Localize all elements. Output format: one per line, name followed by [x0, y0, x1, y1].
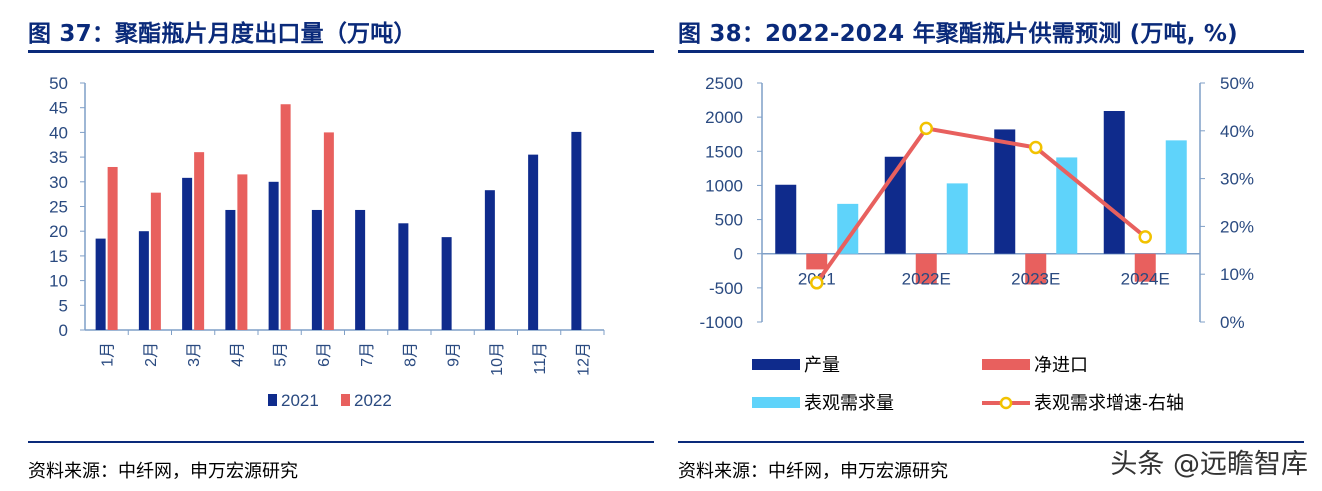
legend-label-产量: 产量	[804, 355, 840, 375]
bar-2021-7月	[355, 209, 366, 330]
right-chart-y-tick-label: 500	[715, 211, 743, 230]
bar-产量-2021	[775, 184, 797, 254]
bar-2021-1月	[95, 238, 106, 330]
left-x-tick-label: 7月	[359, 342, 376, 367]
right-chart-x-tick-label: 2023E	[1011, 270, 1060, 289]
growth-marker-2022E	[919, 121, 933, 136]
right-chart-y-tick-label: 2500	[705, 74, 743, 93]
left-x-tick-label: 12月	[575, 342, 592, 376]
left-y-tick-label: 45	[49, 99, 68, 118]
bar-2021-4月	[225, 209, 236, 330]
right-title-rule	[678, 50, 1304, 53]
left-x-tick-label: 2月	[143, 342, 160, 367]
left-x-tick-label: 10月	[489, 342, 506, 376]
bar-2021-6月	[311, 209, 322, 330]
right-bottom-rule	[678, 441, 1304, 443]
left-y-tick-label: 40	[49, 123, 68, 142]
bar-2021-12月	[571, 131, 582, 330]
bar-2021-3月	[182, 177, 193, 330]
left-x-tick-label: 4月	[229, 342, 246, 367]
left-source-note: 资料来源：中纤网，申万宏源研究	[28, 461, 298, 482]
left-chart-title: 图 37：聚酯瓶片月度出口量（万吨）	[28, 21, 417, 47]
bar-净进口-2023E	[1025, 253, 1047, 285]
legend-swatch-表观需求量	[752, 397, 800, 408]
bar-2022-6月	[323, 132, 334, 330]
right-chart-y-tick-label: 1000	[705, 176, 743, 195]
left-x-tick-label: 11月	[532, 342, 549, 375]
left-panel: 图 37：聚酯瓶片月度出口量（万吨） 0 5 10 15 20 25 30 35 40 45 50 1…	[0, 0, 660, 491]
right-panel: 图 38：2022-2024 年聚酯瓶片供需预测 (万吨, %) -1000 -5…	[672, 0, 1322, 491]
right-chart-y2-tick-label: 0%	[1220, 313, 1245, 332]
left-y-tick-label: 5	[59, 296, 68, 315]
bar-2021-8月	[398, 223, 409, 330]
right-chart-y-tick-label: -500	[709, 279, 743, 298]
right-chart-y-tick-label: 1500	[705, 142, 743, 161]
left-y-tick-label: 15	[49, 247, 68, 266]
bar-2022-4月	[237, 174, 248, 330]
legend-swatch-产量	[752, 359, 800, 370]
bar-2022-3月	[194, 152, 205, 330]
bar-净进口-2024E	[1134, 253, 1156, 282]
supply-demand-forecast-chart: -1000 -500 0 500 1000 1500 2000 2500 0% 10% 20% 30%…	[700, 74, 1255, 413]
right-chart-title: 图 38：2022-2024 年聚酯瓶片供需预测 (万吨, %)	[678, 21, 1238, 47]
left-y-tick-label: 20	[49, 222, 68, 241]
left-title-rule	[28, 50, 654, 53]
right-chart-x-tick-label: 2024E	[1121, 270, 1170, 289]
legend-swatch-净进口	[982, 359, 1030, 370]
growth-marker-2024E	[1138, 230, 1152, 244]
bar-净进口-2022E	[915, 253, 937, 284]
right-chart-x-tick-label: 2022E	[902, 270, 951, 289]
left-y-tick-label: 50	[49, 74, 68, 93]
left-x-tick-label: 3月	[186, 342, 203, 367]
right-chart-y2-tick-label: 40%	[1220, 122, 1254, 141]
bar-2021-10月	[484, 190, 495, 330]
monthly-export-chart: 0 5 10 15 20 25 30 35 40 45 50 1月 2月 3月 4月 5月 6月 7月 8月 9月 10…	[49, 74, 605, 410]
left-y-tick-label: 0	[59, 321, 68, 340]
left-x-tick-label: 6月	[316, 342, 333, 367]
legend-label-2022: 2022	[354, 391, 392, 410]
bar-2021-11月	[528, 154, 539, 330]
bar-表观需求量-2021	[837, 203, 859, 254]
growth-line	[815, 126, 1147, 284]
bar-产量-2024E	[1103, 110, 1125, 254]
left-y-tick-label: 30	[49, 173, 68, 192]
bar-2022-2月	[150, 192, 161, 330]
legend-swatch-marker	[999, 396, 1013, 410]
legend-label-表观需求增速-右轴: 表观需求增速-右轴	[1034, 393, 1184, 413]
bar-表观需求量-2024E	[1165, 140, 1187, 254]
bar-2021-9月	[441, 237, 452, 330]
legend-label-2021: 2021	[281, 391, 319, 410]
bar-表观需求量-2023E	[1056, 157, 1078, 254]
bar-2021-2月	[138, 231, 149, 330]
legend-label-净进口: 净进口	[1034, 355, 1088, 375]
left-y-tick-label: 10	[49, 272, 68, 291]
left-x-tick-label: 5月	[273, 342, 290, 367]
bar-表观需求量-2022E	[946, 183, 968, 254]
left-x-tick-label: 9月	[446, 342, 463, 367]
bar-产量-2023E	[994, 129, 1016, 254]
right-chart-y2-tick-label: 10%	[1220, 265, 1254, 284]
growth-marker-2023E	[1029, 140, 1043, 155]
growth-marker-2021	[810, 276, 824, 290]
right-chart-y2-tick-label: 50%	[1220, 74, 1254, 93]
legend-swatch-2022	[341, 394, 350, 406]
bar-净进口-2021	[806, 253, 828, 270]
bar-2022-5月	[280, 104, 291, 330]
left-y-tick-label: 35	[49, 148, 68, 167]
legend-label-表观需求量: 表观需求量	[804, 393, 894, 413]
right-chart-y2-tick-label: 20%	[1220, 217, 1254, 236]
right-chart-y-tick-label: 0	[734, 245, 743, 264]
right-chart-y-tick-label: -1000	[700, 313, 743, 332]
left-x-tick-label: 1月	[100, 342, 117, 367]
right-chart-y2-tick-label: 30%	[1220, 170, 1254, 189]
legend-swatch-2021	[268, 394, 277, 406]
watermark-text: 头条 @远瞻智库	[1110, 449, 1308, 480]
left-x-tick-label: 8月	[402, 342, 419, 367]
left-bottom-rule	[28, 441, 654, 443]
bar-2021-5月	[268, 181, 279, 330]
right-source-note: 资料来源：中纤网，申万宏源研究	[678, 461, 948, 482]
left-y-tick-label: 25	[49, 198, 68, 217]
bar-2022-1月	[107, 166, 118, 330]
right-chart-y-tick-label: 2000	[705, 108, 743, 127]
